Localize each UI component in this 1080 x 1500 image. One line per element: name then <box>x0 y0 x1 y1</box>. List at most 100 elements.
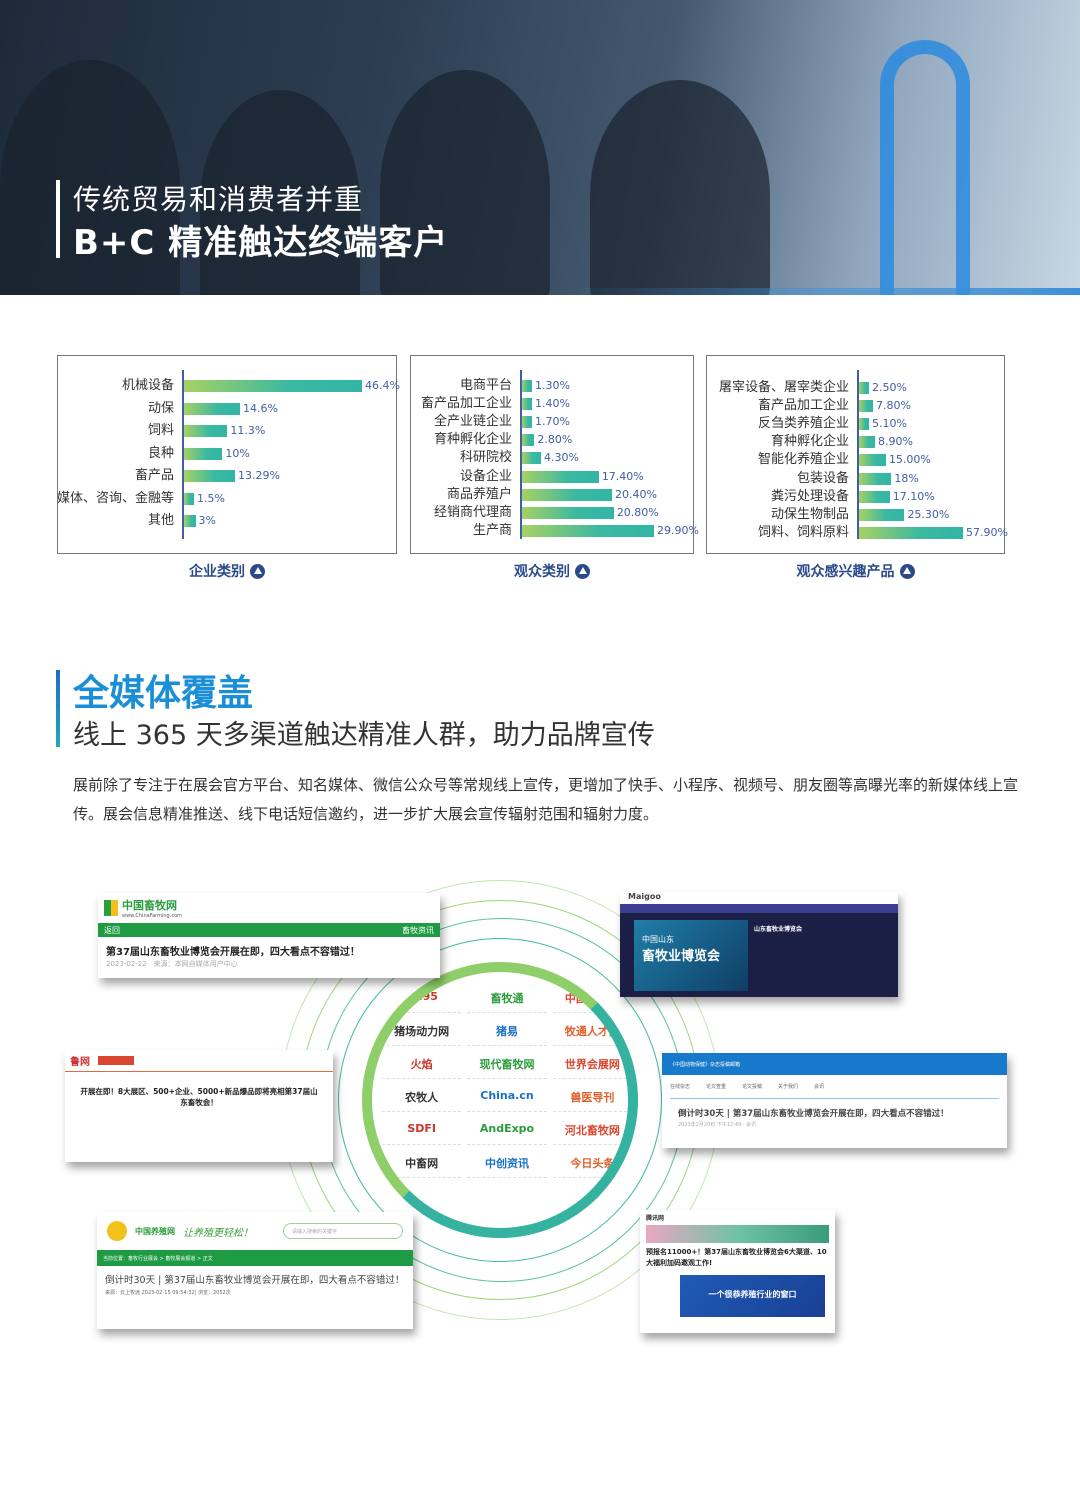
chart-title: 观众感兴趣产品 <box>796 564 895 580</box>
category-label: 其他 <box>147 513 174 528</box>
nav-link[interactable]: 论文查重 <box>706 1084 727 1090</box>
media-logo: 兽医导刊 <box>552 1083 628 1112</box>
value-label: 8.90% <box>877 435 913 449</box>
category-label: 科研院校 <box>459 450 512 466</box>
bar <box>859 382 869 394</box>
section-subtitle: 线上 365 天多渠道触达精准人群，助力品牌宣传 <box>73 720 655 751</box>
chart-row: 畜产品加工企业 7.80% <box>707 398 1004 414</box>
media-card-maigoo[interactable]: Maigoo 中国山东 畜牧业博览会 山东畜牧业博览会 <box>620 892 898 997</box>
chart-row: 畜产品加工企业 1.40% <box>411 396 693 412</box>
section-paragraph: 展前除了专注于在展会官方平台、知名媒体、微信公众号等常规线上宣传，更增加了快手、… <box>73 776 1019 823</box>
media-card-luwang[interactable]: 鲁网 开展在即！8大展区、500+企业、5000+新品爆品即将亮相第37届山东畜… <box>65 1050 333 1162</box>
value-label: 1.30% <box>535 379 570 392</box>
chart-title: 观众类别 <box>514 564 570 580</box>
media-logo: AndExpo <box>467 1116 547 1145</box>
media-card-chinafarming[interactable]: 中国畜牧网 www.ChinaFarming.com 返回 畜牧资讯 第37届山东畜… <box>98 893 440 978</box>
value-label: 25.30% <box>907 507 950 521</box>
category-label: 育种孵化企业 <box>770 434 849 450</box>
value-label: 2.80% <box>537 433 573 447</box>
search-input[interactable]: 请输入搜索的关键字 <box>283 1223 403 1239</box>
value-label: 3% <box>198 514 216 527</box>
hero-title-line1: 传统贸易和消费者并重 <box>73 183 364 216</box>
value-label: 2.50% <box>872 381 907 394</box>
media-card-animal-health[interactable]: 《中国动物保健》杂志投稿邮箱 在线杂志 论文查重 论文投稿 关于我们 会讯 倒计时30天… <box>662 1053 1007 1148</box>
category-label: 商品养殖户 <box>446 486 512 502</box>
chart-caption: 观众类别 <box>514 561 590 581</box>
section-title: 全媒体覆盖 <box>73 673 254 714</box>
chart-row: 媒体、咨询、金融等 1.5% <box>56 490 396 507</box>
value-label: 5.10% <box>872 417 907 431</box>
chart-axis <box>857 370 859 539</box>
chart-row: 饲料、饲料原料 57.90% <box>707 524 1008 541</box>
nav-link[interactable]: 会讯 <box>814 1084 825 1090</box>
media-logo: SH95 <box>382 984 462 1013</box>
chart-row: 动保生物制品 25.30% <box>707 507 1004 523</box>
chart-row: 育种孵化企业 8.90% <box>707 434 1004 450</box>
bar <box>859 454 886 467</box>
chart-row: 包装设备 18% <box>707 471 1004 487</box>
chart-row: 机械设备 46.4% <box>58 378 400 394</box>
value-label: 17.10% <box>892 489 935 503</box>
media-logo: 中国养殖网 <box>552 984 628 1013</box>
bar <box>522 488 613 501</box>
category-label: 电商平台 <box>459 378 512 393</box>
chart-row: 育种孵化企业 2.80% <box>411 432 693 448</box>
chart-row: 饲料 11.3% <box>58 423 396 439</box>
chart-row: 动保 14.6% <box>58 401 396 417</box>
nav-link[interactable]: 在线杂志 <box>670 1084 691 1090</box>
media-logo: 世界会展网 <box>552 1050 628 1079</box>
zhuwang-logo-icon <box>107 1221 127 1241</box>
chart-row: 智能化养殖企业 15.00% <box>707 452 1004 468</box>
media-logo: 牧通人才网 <box>552 1017 628 1046</box>
bar <box>859 526 963 539</box>
category-label: 动保生物制品 <box>770 506 849 522</box>
nav-link[interactable]: 论文投稿 <box>742 1084 763 1090</box>
chart-row: 科研院校 4.30% <box>411 450 693 466</box>
category-label: 育种孵化企业 <box>433 432 512 448</box>
media-logo: China.cn <box>467 1083 547 1112</box>
value-label: 57.90% <box>966 525 1008 539</box>
bar <box>859 418 869 431</box>
value-label: 1.70% <box>535 415 570 429</box>
value-label: 11.3% <box>230 424 266 437</box>
chart-row: 畜产品 13.29% <box>58 468 396 484</box>
section-accent-bar <box>56 670 60 747</box>
category-label: 饲料 <box>147 423 174 438</box>
category-label: 生产商 <box>472 522 512 538</box>
chart-row: 反刍类养殖企业 5.10% <box>707 416 1004 432</box>
hero-title-line2: B+C 精准触达终端客户 <box>73 223 449 263</box>
media-logo: 今日头条 <box>552 1149 628 1178</box>
bar <box>522 434 535 447</box>
category-label: 机械设备 <box>121 378 174 393</box>
category-label: 经销商代理商 <box>433 504 512 520</box>
category-label: 屠宰设备、屠宰类企业 <box>718 380 849 395</box>
hero-banner: 传统贸易和消费者并重 B+C 精准触达终端客户 <box>0 0 1080 295</box>
value-label: 4.30% <box>543 451 579 465</box>
category-label: 设备企业 <box>459 468 512 484</box>
media-logo: SDFI <box>382 1116 462 1145</box>
category-label: 饲料、饲料原料 <box>757 524 849 540</box>
chart-2: 电商平台 1.30% 畜产品加工企业 1.40% 全产业链企业 1.70% 育种孵化企业 2.… <box>410 355 699 554</box>
category-label: 全产业链企业 <box>433 414 512 430</box>
chart-row: 生产商 29.90% <box>411 522 699 539</box>
chart-row: 其他 3% <box>58 513 396 529</box>
media-logo: 现代畜牧网 <box>467 1050 547 1079</box>
chart-row: 全产业链企业 1.70% <box>411 414 693 430</box>
category-label: 畜产品加工企业 <box>757 398 849 414</box>
value-label: 46.4% <box>365 379 400 392</box>
category-label: 智能化养殖企业 <box>757 452 849 468</box>
media-logo: 猪易 <box>467 1017 547 1046</box>
bar <box>184 380 362 392</box>
chart-caption: 观众感兴趣产品 <box>797 561 915 581</box>
bar <box>859 436 875 449</box>
triangle-circle-icon <box>250 563 265 579</box>
nav-link[interactable]: 关于我们 <box>778 1084 799 1090</box>
media-card-tencent[interactable]: 腾讯网 预报名11000+！第37届山东畜牧业博览会6大渠道、10大福利加码邀观… <box>640 1210 835 1333</box>
media-card-zhuwang[interactable]: 中国养殖网 让养殖更轻松！ 请输入搜索的关键字 当前位置：畜牧行业展会 > 畜牧… <box>97 1212 413 1329</box>
bar <box>859 508 905 521</box>
chart-axis <box>520 370 522 539</box>
chart-row: 商品养殖户 20.40% <box>411 487 693 503</box>
category-label: 媒体、咨询、金融等 <box>56 490 174 506</box>
bar <box>184 402 240 415</box>
value-label: 20.40% <box>615 487 657 501</box>
